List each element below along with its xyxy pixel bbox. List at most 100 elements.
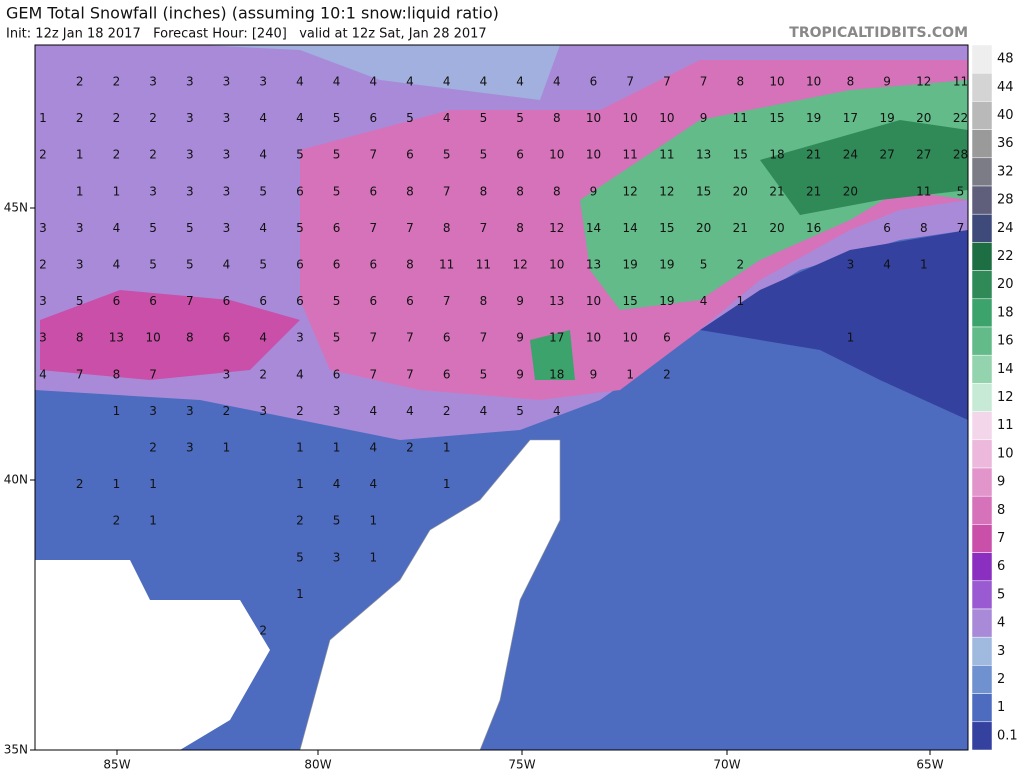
- snow-amount: 3: [186, 404, 194, 418]
- snow-amount: 1: [113, 477, 121, 491]
- snow-amount: 4: [259, 111, 267, 125]
- colorbar-label: 12: [997, 390, 1014, 405]
- snow-amount: 3: [223, 367, 231, 381]
- colorbar-label: 9: [997, 475, 1005, 490]
- snow-amount: 14: [623, 221, 638, 235]
- snow-amount: 9: [516, 331, 524, 345]
- snow-amount: 1: [149, 514, 157, 528]
- latitude-label: 45N: [4, 201, 28, 215]
- snow-amount: 20: [696, 221, 711, 235]
- snow-amount: 4: [516, 75, 524, 89]
- snow-amount: 6: [663, 331, 671, 345]
- snow-amount: 19: [623, 258, 638, 272]
- snow-amount: 5: [957, 184, 965, 198]
- snow-amount: 10: [806, 75, 821, 89]
- snow-amount: 22: [953, 111, 968, 125]
- snow-amount: 4: [113, 221, 121, 235]
- snow-amount: 8: [847, 75, 855, 89]
- snow-amount: 1: [369, 514, 377, 528]
- snow-amount: 5: [149, 221, 157, 235]
- snow-amount: 12: [549, 221, 564, 235]
- snow-amount: 4: [406, 404, 414, 418]
- snow-amount: 4: [480, 404, 488, 418]
- snow-amount: 6: [223, 294, 231, 308]
- snow-amount: 15: [733, 148, 748, 162]
- watermark: TROPICALTIDBITS.COM: [789, 25, 968, 41]
- snow-amount: 10: [549, 148, 564, 162]
- snow-amount: 24: [843, 148, 858, 162]
- snow-amount: 4: [406, 75, 414, 89]
- snow-amount: 2: [259, 367, 267, 381]
- snow-amount: 4: [369, 75, 377, 89]
- snow-amount: 7: [186, 294, 194, 308]
- snow-amount: 5: [333, 148, 341, 162]
- snow-amount: 6: [443, 367, 451, 381]
- snow-amount: 9: [883, 75, 891, 89]
- axis-labels: 45N 40N 35N 85W 80W 75W 70W 65W: [4, 201, 944, 772]
- snow-amount: 14: [586, 221, 601, 235]
- snow-amount: 5: [480, 148, 488, 162]
- snow-amount: 7: [369, 367, 377, 381]
- colorbar-label: 18: [997, 305, 1014, 320]
- snow-amount: 7: [626, 75, 634, 89]
- colorbar-swatch: [971, 495, 993, 525]
- snow-amount: 3: [76, 258, 84, 272]
- colorbar-swatch: [971, 270, 993, 300]
- snow-amount: 8: [480, 294, 488, 308]
- snow-amount: 19: [659, 258, 674, 272]
- snow-amount: 5: [700, 258, 708, 272]
- snow-amount: 18: [769, 148, 784, 162]
- longitude-label: 85W: [103, 758, 130, 772]
- snow-amount: 3: [149, 404, 157, 418]
- snow-amount: 2: [76, 477, 84, 491]
- snow-amount: 11: [476, 258, 491, 272]
- snow-amount: 10: [586, 111, 601, 125]
- snow-amount: 4: [296, 367, 304, 381]
- snow-amount: 7: [369, 148, 377, 162]
- longitude-label: 65W: [916, 758, 943, 772]
- snow-amount: 1: [626, 367, 634, 381]
- snow-amount: 2: [113, 514, 121, 528]
- no-snow-area: [35, 440, 560, 750]
- snow-amount: 4: [443, 75, 451, 89]
- snow-amount: 6: [333, 258, 341, 272]
- snow-amount: 3: [149, 184, 157, 198]
- snow-amount: 11: [439, 258, 454, 272]
- snow-amount: 3: [76, 221, 84, 235]
- snow-amount: 2: [113, 111, 121, 125]
- snow-amount: 20: [916, 111, 931, 125]
- snow-amount: 4: [883, 258, 891, 272]
- snow-amount: 13: [549, 294, 564, 308]
- snow-amount: 4: [553, 75, 561, 89]
- snow-amount: 1: [39, 111, 47, 125]
- snow-amount: 12: [916, 75, 931, 89]
- snow-amount: 1: [223, 441, 231, 455]
- snow-amount: 6: [406, 294, 414, 308]
- colorbar-swatch: [971, 439, 993, 469]
- snow-amount: 7: [663, 75, 671, 89]
- snow-amount: 4: [259, 221, 267, 235]
- snow-amount: 3: [847, 258, 855, 272]
- snow-amount: 4: [259, 148, 267, 162]
- colorbar-swatch: [971, 608, 993, 638]
- snow-amount: 8: [553, 111, 561, 125]
- snow-amount: 8: [480, 184, 488, 198]
- snow-amount: 3: [223, 148, 231, 162]
- snow-amount: 8: [406, 184, 414, 198]
- snow-amount: 7: [149, 367, 157, 381]
- county-lines: [299, 439, 561, 751]
- colorbar-label: 11: [997, 418, 1014, 433]
- snow-amount: 5: [296, 148, 304, 162]
- colorbar-swatch: [971, 552, 993, 582]
- snow-amount: 3: [186, 111, 194, 125]
- snow-amount: 4: [553, 404, 561, 418]
- snow-amount: 7: [443, 184, 451, 198]
- snow-amount: 5: [480, 111, 488, 125]
- colorbar-swatch: [971, 213, 993, 243]
- longitude-label: 80W: [304, 758, 331, 772]
- snow-amount: 8: [113, 367, 121, 381]
- snow-amount: 5: [186, 258, 194, 272]
- snow-amount: 4: [113, 258, 121, 272]
- snow-amount: 8: [406, 258, 414, 272]
- snow-amount: 27: [879, 148, 894, 162]
